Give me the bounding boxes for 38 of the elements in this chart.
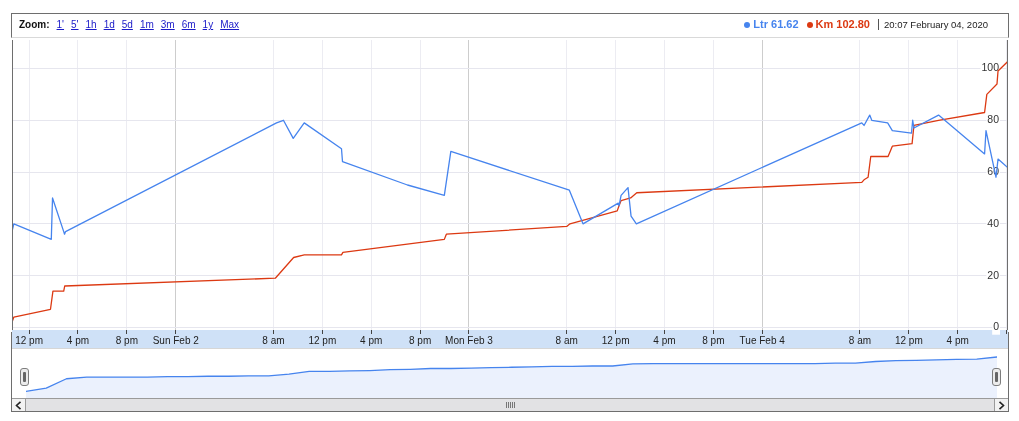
y-tick-label: 40 <box>987 216 1000 229</box>
x-tick-label: 4 pm <box>946 334 969 346</box>
text: 1d <box>103 19 115 31</box>
y-tick-label: 100 <box>981 61 1000 74</box>
text: 1h <box>85 19 97 31</box>
x-tick-label: 8 pm <box>702 334 725 346</box>
text: 1' <box>56 19 65 31</box>
y-tick-label: 80 <box>987 113 1000 126</box>
text: 20:07 February 04, 2020 <box>883 18 988 31</box>
text: 3m <box>160 19 175 31</box>
x-tick-label: 12 pm <box>894 334 923 346</box>
x-tick-label: 8 am <box>555 334 578 346</box>
text: 5d <box>121 19 133 31</box>
x-tick-label: 8 pm <box>408 334 432 346</box>
x-tick-label: 8 am <box>262 334 285 346</box>
x-tick-label: 12 pm <box>308 334 337 346</box>
x-tick-label: 12 pm <box>15 334 43 346</box>
text: Zoom: <box>19 19 50 31</box>
x-tick-label: 8 pm <box>115 334 138 346</box>
legend-label: Km <box>815 18 834 31</box>
x-tick-label: 4 pm <box>653 334 676 346</box>
text: 6m <box>181 19 196 31</box>
x-tick-label: Mon Feb 3 <box>445 334 494 346</box>
x-tick-label: Sun Feb 2 <box>152 334 200 346</box>
text: 102.80 <box>836 18 870 31</box>
text: Max <box>220 19 240 31</box>
text: 5' <box>71 19 79 31</box>
legend-label: Ltr <box>753 18 769 31</box>
text: 1y <box>202 19 214 31</box>
y-tick-label: 20 <box>987 268 1000 281</box>
x-tick-label: 12 pm <box>601 334 630 346</box>
x-tick-label: 4 pm <box>66 334 90 346</box>
text: 61.62 <box>771 18 799 31</box>
x-tick-label: 8 am <box>848 334 872 346</box>
x-tick-label: 4 pm <box>360 334 383 346</box>
text: 1m <box>139 19 154 31</box>
x-tick-label: Tue Feb 4 <box>739 334 786 346</box>
y-tick-label: 0 <box>993 320 1000 333</box>
